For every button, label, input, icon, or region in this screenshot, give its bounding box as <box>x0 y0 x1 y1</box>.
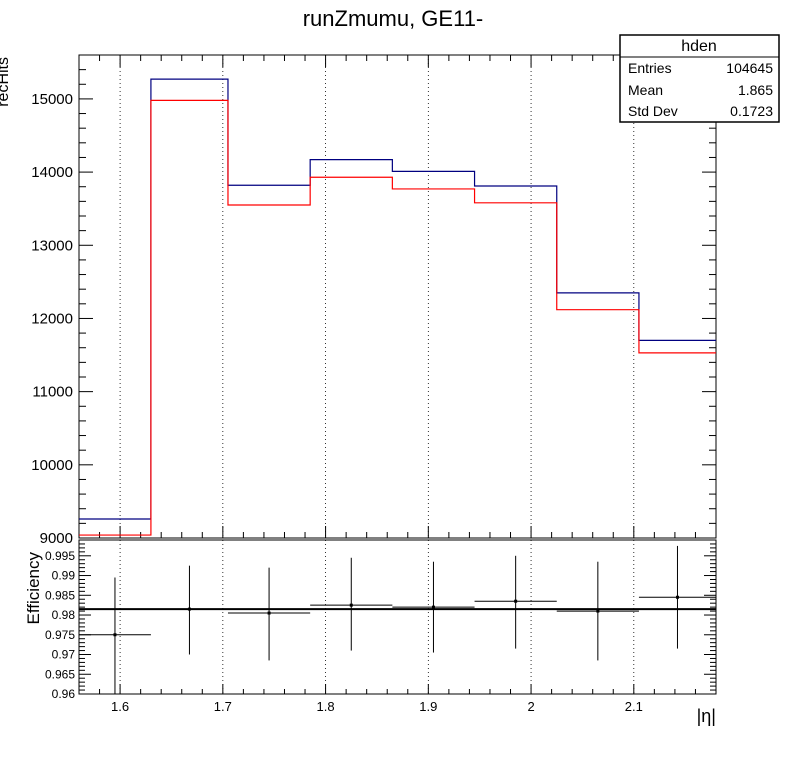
stats-box-title: hden <box>681 38 717 55</box>
efficiency-point-7 <box>675 595 679 599</box>
bottom-x-tick-label: 2.1 <box>625 699 643 714</box>
efficiency-pad: 1.6 1.7 1.8 1.9 2 2.1 0.96 0.965 0.97 0.975 0.98 0.… <box>24 539 717 726</box>
bottom-y-tick-label: 0.96 <box>52 687 76 701</box>
top-frame <box>78 54 717 539</box>
efficiency-point-4 <box>431 605 435 609</box>
bottom-x-tick-label: 2 <box>527 699 534 714</box>
stats-mean-label: Mean <box>628 82 663 98</box>
bottom-y-tick-label: 0.97 <box>52 648 76 662</box>
bottom-x-tick-label: 1.7 <box>214 699 232 714</box>
chart-title: runZmumu, GE11- <box>303 6 484 31</box>
bottom-y-tick-label: 0.995 <box>45 549 75 563</box>
efficiency-point-3 <box>349 603 353 607</box>
efficiency-point-6 <box>596 609 600 613</box>
bottom-y-tick-label: 0.965 <box>45 667 75 681</box>
bottom-y-tick-label: 0.98 <box>52 608 76 622</box>
bottom-x-tick-label: 1.6 <box>111 699 129 714</box>
top-y-tick-label: 13000 <box>31 237 73 254</box>
stats-box: hden Entries 104645 Mean 1.865 Std Dev 0… <box>619 34 780 123</box>
top-y-tick-label: 12000 <box>31 310 73 327</box>
top-histogram-pad: 9000 10000 11000 12000 13000 14000 15000 recHit… <box>0 54 717 547</box>
top-y-tick-label: 11000 <box>32 384 73 401</box>
stats-mean-value: 1.865 <box>738 82 773 98</box>
efficiency-point-1 <box>187 607 191 611</box>
x-axis-label: |η| <box>697 706 716 726</box>
top-y-tick-label: 9000 <box>40 530 73 547</box>
top-y-tick-label: 14000 <box>31 164 73 181</box>
bottom-x-tick-label: 1.8 <box>317 699 335 714</box>
efficiency-point-5 <box>514 599 518 603</box>
efficiency-point-0 <box>113 633 117 637</box>
histogram-series-0 <box>79 78 716 520</box>
stats-entries-value: 104645 <box>726 60 773 76</box>
top-y-axis-label: recHits <box>0 57 12 107</box>
stats-stddev-label: Std Dev <box>628 103 678 119</box>
bottom-y-tick-label: 0.99 <box>52 569 76 583</box>
bottom-y-tick-label: 0.985 <box>45 588 75 602</box>
bottom-y-tick-label: 0.975 <box>45 628 75 642</box>
bottom-x-tick-label: 1.9 <box>419 699 437 714</box>
bottom-y-axis-label: Efficiency <box>24 552 43 625</box>
stats-entries-label: Entries <box>628 60 672 76</box>
histogram-series-1 <box>79 99 716 536</box>
bottom-frame <box>78 539 717 695</box>
efficiency-point-2 <box>267 611 271 615</box>
stats-box-frame <box>619 34 780 123</box>
top-y-tick-label: 15000 <box>31 91 73 108</box>
top-y-tick-label: 10000 <box>31 457 73 474</box>
stats-stddev-value: 0.1723 <box>730 103 773 119</box>
